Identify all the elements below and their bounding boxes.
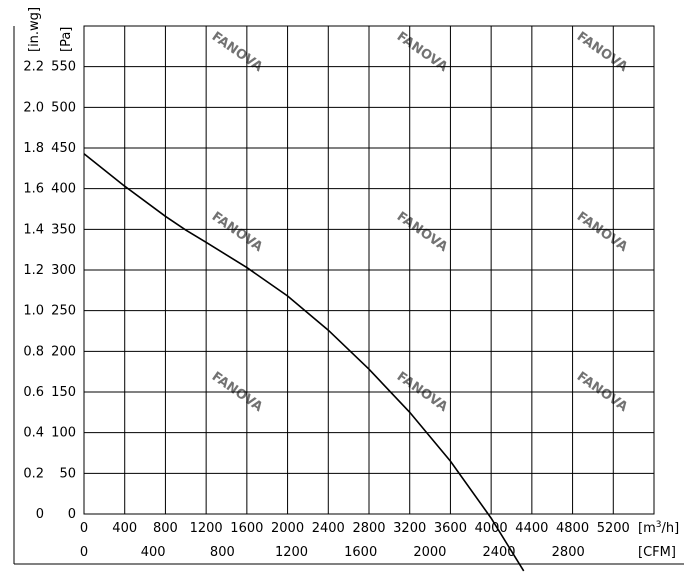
watermark-text: FANOVA	[394, 209, 450, 255]
y-tick-label-pa: 400	[51, 182, 76, 197]
y-tick-label-pa: 0	[68, 507, 76, 522]
y-tick-label-pa: 200	[51, 344, 76, 359]
y-tick-label-pa: 300	[51, 263, 76, 278]
watermark-text: FANOVA	[574, 209, 630, 255]
x-tick-label-m3h: 4800	[556, 521, 589, 536]
y-tick-label-pa: 50	[59, 466, 76, 481]
y-axis-pa: 0 50 100 150 200 250 300 350 400 450 500 550	[51, 60, 76, 522]
plot-border	[83, 25, 655, 515]
y-tick-label-inwg: 0.6	[23, 385, 44, 400]
x-tick-label-cfm: 1600	[344, 545, 377, 560]
x-tick-label-m3h: 2000	[271, 521, 304, 536]
xlabel-primary-base: [m	[638, 521, 656, 536]
y-tick-label-inwg: 2.2	[23, 60, 44, 75]
watermark-text: FANOVA	[394, 29, 450, 75]
grid	[83, 25, 654, 515]
watermark-text: FANOVA	[574, 29, 630, 75]
y-tick-label-inwg: 0.8	[23, 344, 44, 359]
x-tick-label-cfm: 1200	[275, 545, 308, 560]
ylabel-primary: [Pa]	[59, 27, 74, 52]
x-tick-label-m3h: 3600	[434, 521, 467, 536]
x-tick-label-cfm: 2400	[482, 545, 515, 560]
y-tick-label-pa: 500	[51, 100, 76, 115]
y-tick-label-pa: 450	[51, 141, 76, 156]
x-tick-label-m3h: 800	[153, 521, 178, 536]
y-tick-label-inwg: 0	[36, 507, 44, 522]
x-tick-label-m3h: 1600	[230, 521, 263, 536]
xlabel-primary: [m3/h]	[638, 520, 679, 536]
x-axis-m3h: 0 400 800 1200 1600 2000 2400 2800 3200 3600 4000 4…	[80, 521, 630, 536]
x-tick-label-cfm: 400	[141, 545, 166, 560]
x-tick-label-cfm: 2800	[552, 545, 585, 560]
y-axis-inwg: 0 0.2 0.4 0.6 0.8 1.0 1.2 1.4 1.6 1.8 2.0 2.2	[23, 60, 44, 522]
y-tick-label-inwg: 1.0	[23, 304, 44, 319]
watermark-text: FANOVA	[209, 29, 265, 75]
xlabel-primary-tail: /h]	[661, 521, 679, 536]
y-tick-label-inwg: 0.4	[23, 426, 44, 441]
y-tick-label-inwg: 0.2	[23, 466, 44, 481]
x-tick-label-m3h: 3200	[393, 521, 426, 536]
y-tick-label-pa: 100	[51, 426, 76, 441]
x-tick-label-m3h: 5200	[597, 521, 630, 536]
xlabel-primary-sup: 3	[656, 520, 662, 530]
y-tick-label-pa: 250	[51, 304, 76, 319]
y-tick-label-pa: 150	[51, 385, 76, 400]
y-tick-label-inwg: 2.0	[23, 100, 44, 115]
x-tick-label-m3h: 400	[112, 521, 137, 536]
ylabel-secondary: [in.wg]	[27, 7, 42, 52]
x-tick-label-m3h: 4000	[475, 521, 508, 536]
y-tick-label-inwg: 1.2	[23, 263, 44, 278]
x-tick-label-m3h: 2800	[352, 521, 385, 536]
y-tick-label-inwg: 1.8	[23, 141, 44, 156]
x-tick-label-cfm: 2000	[413, 545, 446, 560]
x-tick-label-m3h: 0	[80, 521, 88, 536]
x-tick-label-m3h: 4400	[515, 521, 548, 536]
y-tick-label-inwg: 1.4	[23, 222, 44, 237]
performance-curve	[83, 153, 525, 572]
x-tick-label-m3h: 2400	[312, 521, 345, 536]
x-axis-cfm: 0 400 800 1200 1600 2000 2400 2800	[80, 545, 585, 560]
y-tick-label-pa: 550	[51, 60, 76, 75]
xlabel-secondary: [CFM]	[638, 545, 676, 560]
y-tick-label-pa: 350	[51, 222, 76, 237]
x-tick-label-cfm: 0	[80, 545, 88, 560]
x-tick-label-cfm: 800	[210, 545, 235, 560]
watermark-text: FANOVA	[209, 209, 265, 255]
y-tick-label-inwg: 1.6	[23, 182, 44, 197]
x-tick-label-m3h: 1200	[190, 521, 223, 536]
